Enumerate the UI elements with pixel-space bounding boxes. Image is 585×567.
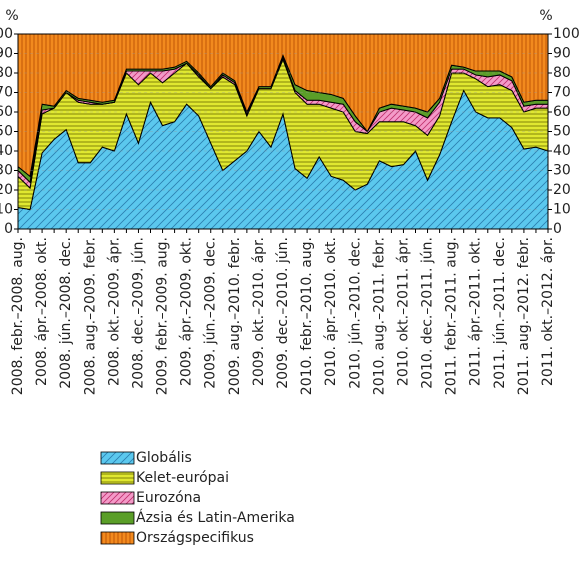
x-tick-label: 2008. okt.–2009. ápr. bbox=[106, 237, 122, 386]
x-tick-label: 2011. ápr.–2011. okt. bbox=[468, 237, 484, 386]
y-tick-label: 100 bbox=[0, 26, 13, 42]
x-tick-label: 2011. febr.–2011. aug. bbox=[444, 237, 460, 395]
y-tick-label: 90 bbox=[0, 46, 13, 62]
legend-swatch bbox=[100, 451, 135, 465]
x-tick-label: 2010. dec.–2011. jún. bbox=[420, 237, 436, 389]
y-axis-label: % bbox=[5, 8, 18, 24]
y2-tick-label: 100 bbox=[553, 26, 580, 42]
y2-tick-label: 30 bbox=[553, 163, 571, 179]
y-tick-label: 60 bbox=[0, 104, 13, 120]
y2-axis-label: % bbox=[539, 8, 552, 24]
x-tick-label: 2009. dec.–2010. jún. bbox=[275, 237, 291, 389]
legend-swatch bbox=[100, 491, 135, 505]
y-tick-label: 30 bbox=[0, 163, 13, 179]
x-tick-label: 2009. jún.–2009. dec. bbox=[203, 237, 219, 389]
y-tick-label: 0 bbox=[4, 221, 13, 237]
legend-label: Országspecifikus bbox=[136, 530, 254, 546]
y2-tick-label: 40 bbox=[553, 143, 571, 159]
x-tick-label: 2011. jún.–2011. dec. bbox=[492, 237, 508, 389]
y2-tick-label: 0 bbox=[553, 221, 562, 237]
x-tick-label: 2010. febr.–2010. aug. bbox=[299, 237, 315, 395]
y2-tick-label: 50 bbox=[553, 124, 571, 140]
x-tick-label: 2011. okt.–2012. ápr. bbox=[540, 237, 556, 386]
x-tick-label: 2008. aug.–2009. febr. bbox=[82, 237, 98, 395]
x-tick-label: 2011. aug.–2012. febr. bbox=[516, 237, 532, 395]
x-tick-label: 2008. febr.–2008. aug. bbox=[10, 237, 26, 395]
x-tick-label: 2008. dec.–2009. jún. bbox=[130, 237, 146, 389]
x-tick-label: 2009. aug.–2010. febr. bbox=[227, 237, 243, 395]
x-tick-label: 2010. jún.–2010. dec. bbox=[347, 237, 363, 389]
legend-label: Eurozóna bbox=[136, 490, 201, 506]
legend-label: Globális bbox=[136, 450, 192, 466]
legend-label: Kelet-európai bbox=[136, 470, 229, 486]
x-tick-label: 2008. ápr.–2008. okt. bbox=[34, 237, 50, 386]
x-tick-label: 2009. okt.–2010. ápr. bbox=[251, 237, 267, 386]
legend-swatch bbox=[100, 531, 135, 545]
x-tick-label: 2009. ápr.–2009. okt. bbox=[179, 237, 195, 386]
x-tick-label: 2010. ápr.–2010. okt. bbox=[323, 237, 339, 386]
y2-tick-label: 70 bbox=[553, 85, 571, 101]
legend-swatch bbox=[100, 511, 135, 525]
x-tick-label: 2010. aug.–2011. febr. bbox=[371, 237, 387, 395]
x-tick-label: 2008. jún.–2008. dec. bbox=[58, 237, 74, 389]
legend-swatch bbox=[100, 471, 135, 485]
y-tick-label: 40 bbox=[0, 143, 13, 159]
y2-tick-label: 90 bbox=[553, 46, 571, 62]
y-tick-label: 80 bbox=[0, 65, 13, 81]
y2-tick-label: 10 bbox=[553, 202, 571, 218]
legend-label: Ázsia és Latin-Amerika bbox=[136, 509, 295, 526]
y-tick-label: 50 bbox=[0, 124, 13, 140]
x-tick-label: 2010. okt.–2011. ápr. bbox=[395, 237, 411, 386]
y-tick-label: 70 bbox=[0, 85, 13, 101]
y-tick-label: 20 bbox=[0, 182, 13, 198]
y2-tick-label: 20 bbox=[553, 182, 571, 198]
x-tick-label: 2009. febr.–2009. aug. bbox=[155, 237, 171, 395]
y2-tick-label: 80 bbox=[553, 65, 571, 81]
y-tick-label: 10 bbox=[0, 202, 13, 218]
y2-tick-label: 60 bbox=[553, 104, 571, 120]
